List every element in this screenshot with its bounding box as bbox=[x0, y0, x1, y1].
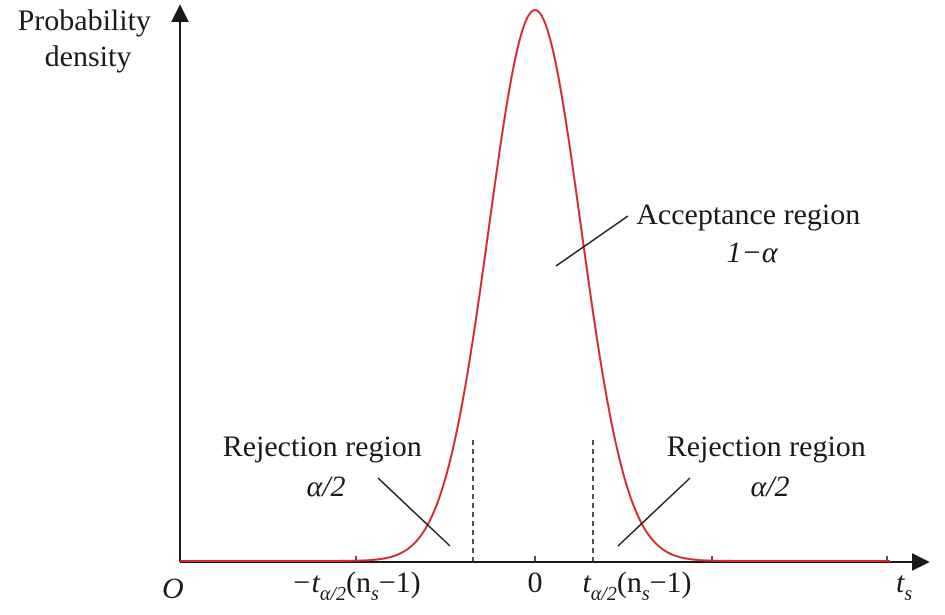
y-axis-label: Probability density bbox=[18, 4, 159, 73]
rejection-left-value: α/2 bbox=[306, 470, 345, 503]
leader-rejection-left bbox=[377, 477, 451, 547]
rejection-region-right-label: Rejection region α/2 bbox=[667, 430, 874, 503]
acceptance-region-value: 1−α bbox=[727, 236, 779, 269]
y-axis-label-line1: Probability bbox=[18, 4, 151, 37]
x-axis-label: ts bbox=[896, 566, 912, 605]
rejection-right-value: α/2 bbox=[750, 470, 789, 503]
acceptance-region-title: Acceptance region bbox=[636, 198, 860, 231]
leader-rejection-right bbox=[617, 477, 691, 547]
rejection-left-title: Rejection region bbox=[223, 430, 422, 463]
rejection-right-title: Rejection region bbox=[667, 430, 866, 463]
tick-label-right-critical: tα/2(ns−1) bbox=[582, 566, 691, 605]
y-axis-label-line2: density bbox=[45, 40, 132, 73]
origin-label: O bbox=[162, 572, 184, 605]
tick-label-left-critical: −tα/2(ns−1) bbox=[291, 566, 420, 605]
rejection-region-left-label: Rejection region α/2 bbox=[223, 430, 430, 503]
density-curve bbox=[180, 9, 890, 562]
tick-label-zero: 0 bbox=[528, 566, 543, 599]
leader-acceptance bbox=[555, 215, 629, 267]
acceptance-region-label: Acceptance region 1−α bbox=[636, 198, 868, 269]
